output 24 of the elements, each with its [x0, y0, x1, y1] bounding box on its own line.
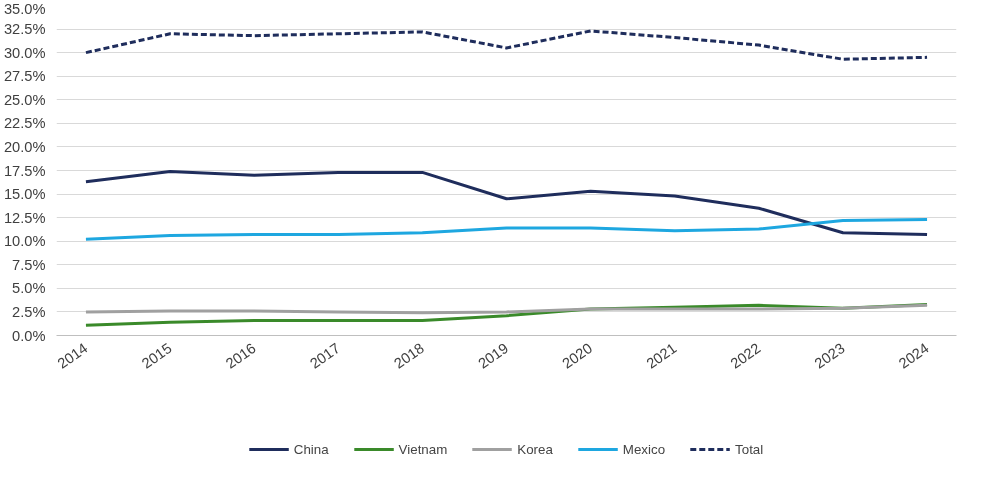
y-tick-label: 35.0% — [3, 0, 46, 17]
y-tick-label: 25.0% — [3, 91, 46, 108]
y-tick-label: 12.5% — [3, 209, 46, 226]
line-series — [84, 303, 929, 315]
y-tick-label: 22.5% — [3, 115, 46, 132]
line-series — [84, 29, 929, 61]
y-tick-label: 5.0% — [12, 280, 46, 297]
line-series — [84, 169, 929, 237]
legend-label: China — [293, 441, 329, 457]
y-tick-label: 17.5% — [3, 162, 46, 179]
legend-label: Vietnam — [398, 441, 448, 457]
line-series — [84, 218, 929, 241]
y-tick-label: 10.0% — [3, 233, 46, 250]
y-tick-label: 15.0% — [3, 186, 46, 203]
y-tick-label: 20.0% — [3, 138, 46, 155]
y-tick-label: 0.0% — [12, 327, 46, 344]
y-tick-label: 32.5% — [3, 21, 46, 38]
y-tick-label: 27.5% — [3, 68, 46, 85]
legend-label: Total — [735, 441, 764, 457]
legend-label: Mexico — [622, 441, 666, 457]
legend-label: Korea — [517, 441, 553, 457]
y-tick-label: 30.0% — [3, 44, 46, 61]
y-tick-label: 7.5% — [12, 256, 46, 273]
y-tick-label: 2.5% — [12, 303, 46, 320]
